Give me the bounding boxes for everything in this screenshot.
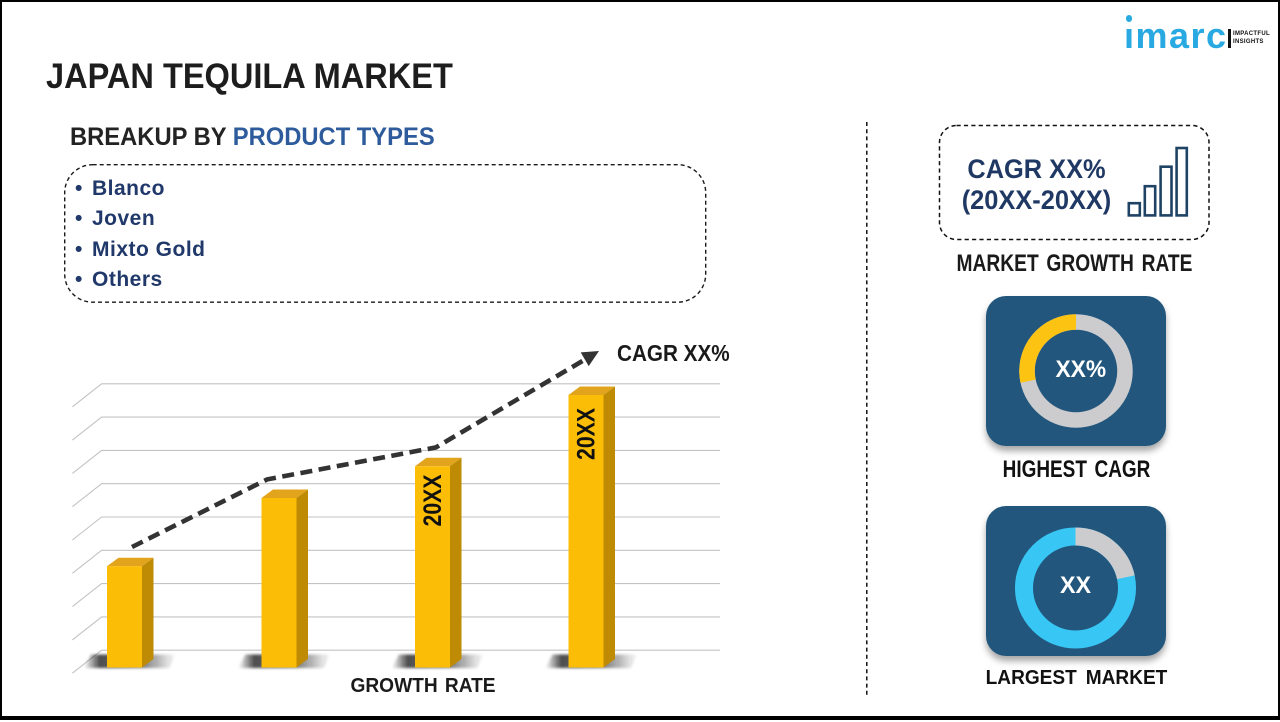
svg-text:20XX: 20XX [572, 408, 600, 460]
svg-text:CAGR XX%: CAGR XX% [617, 340, 730, 366]
svg-text:XX: XX [1060, 573, 1091, 599]
svg-text:GROWTH RATE: GROWTH RATE [350, 674, 495, 697]
svg-text:20XX: 20XX [418, 474, 446, 526]
svg-text:XX%: XX% [1055, 355, 1106, 382]
